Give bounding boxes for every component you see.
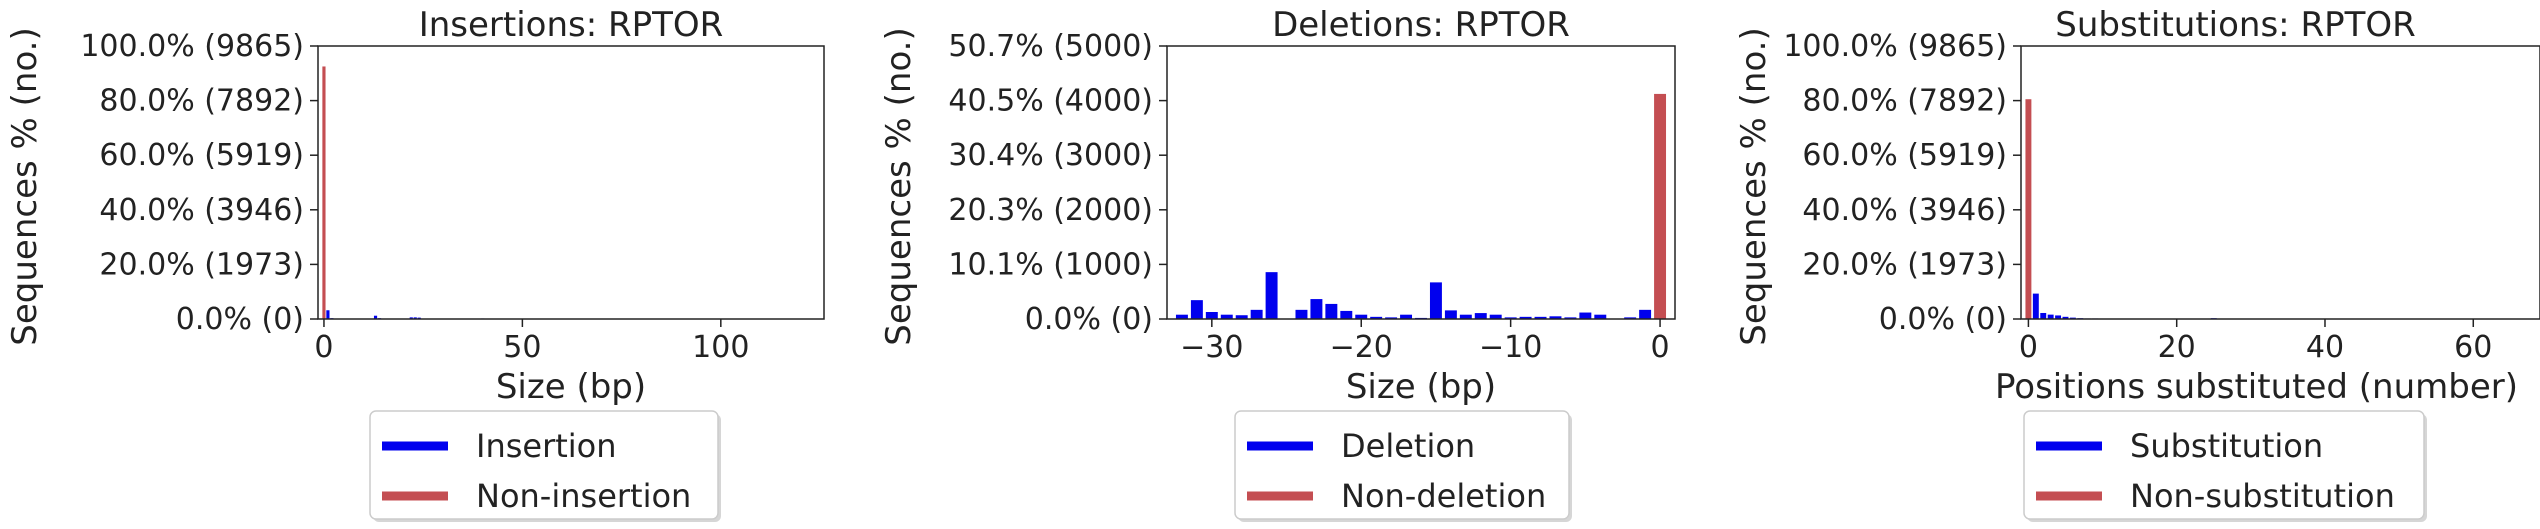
x-tick-label: 0 [314,330,333,365]
legend-entry: Non-insertion [476,477,691,515]
y-tick-label: 20.0% (1973) [1802,247,2007,282]
y-tick-label: 10.1% (1000) [948,247,1153,282]
y-tick-label: 60.0% (5919) [99,138,304,173]
legend: Substitution Non-substitution [2023,410,2427,522]
bar-deletion [1295,309,1308,319]
bar-substitution [2062,316,2069,319]
bar-deletion [1549,316,1562,319]
bar-deletion [1205,312,1218,319]
y-tick-label: 100.0% (9865) [1783,29,2007,64]
bar-deletion [1355,314,1368,319]
x-tick-label: 50 [503,330,541,365]
bar-deletion [1265,272,1278,319]
y-tick-label: 80.0% (7892) [1802,84,2007,119]
plot-frame [317,45,825,320]
bar-deletion [1519,316,1532,319]
bar-deletion [1400,314,1413,319]
x-tick-label: −20 [1330,330,1393,365]
legend-entry: Non-deletion [1341,477,1546,515]
bar-deletion [1429,282,1442,319]
y-tick-label: 50.7% (5000) [948,29,1153,64]
bar-deletion [1534,316,1547,319]
y-tick-label: 0.0% (0) [1025,302,1153,337]
x-tick-label: 100 [692,330,749,365]
y-axis-label: Sequences % (no.) [5,27,45,345]
x-tick-label: 40 [2306,330,2344,365]
bar-deletion [1489,314,1502,319]
bar-deletion [1504,317,1517,319]
x-axis-label: Size (bp) [1346,367,1496,407]
bar-deletion [1579,312,1592,319]
bar-non-deletion [1654,93,1667,319]
bar-deletion [1639,309,1652,319]
plot-frame [2020,45,2540,320]
chart-title: Substitutions: RPTOR [2055,5,2415,45]
bar-deletion [1370,316,1383,319]
bar-deletion [1220,314,1233,319]
legend-entry: Non-substitution [2130,477,2395,515]
bar-deletion [1235,315,1248,319]
y-tick-label: 20.3% (2000) [948,193,1153,228]
bar-substitution [2047,314,2054,319]
x-tick-label: 0 [1651,330,1670,365]
x-tick-label: 60 [2454,330,2492,365]
plot-frame [1166,45,1676,320]
chart-title: Deletions: RPTOR [1272,5,1570,45]
bar-non-insertion [322,66,326,319]
y-axis-label: Sequences % (no.) [1734,27,1774,345]
legend-box [2023,410,2425,520]
bar-insertion [413,317,417,319]
legend: Deletion Non-deletion [1234,410,1572,522]
bar-deletion [1459,314,1472,319]
y-tick-label: 0.0% (0) [1879,302,2007,337]
x-tick-label: −30 [1180,330,1243,365]
x-tick-label: 0 [2019,330,2038,365]
bar-substitution [2032,293,2039,319]
y-tick-label: 40.0% (3946) [1802,193,2007,228]
bar-deletion [1325,303,1338,319]
bar-deletion [1190,300,1203,319]
legend-entry: Substitution [2130,427,2323,465]
y-tick-label: 20.0% (1973) [99,247,304,282]
bar-insertion [326,310,330,319]
legend: Insertion Non-insertion [369,410,721,522]
x-tick-label: −10 [1479,330,1542,365]
legend-entry: Insertion [476,427,617,465]
legend-entry: Deletion [1341,427,1475,465]
x-axis-label: Positions substituted (number) [1995,367,2518,407]
bar-deletion [1385,317,1398,319]
chart-title: Insertions: RPTOR [419,5,724,45]
bar-deletion [1444,310,1457,319]
x-axis-label: Size (bp) [496,367,646,407]
bar-deletion [1624,317,1637,319]
y-tick-label: 0.0% (0) [176,302,304,337]
bar-deletion [1594,314,1607,319]
bar-deletion [1175,314,1188,319]
bar-non-substitution [2025,99,2032,319]
y-tick-label: 100.0% (9865) [80,29,304,64]
x-tick-label: 20 [2158,330,2196,365]
bar-substitution [2040,312,2047,319]
chart-1: 0.0% (0) 10.1% (1000) 20.3% (2000) 30.4% (3… [879,5,1676,522]
bar-deletion [1340,310,1353,319]
y-tick-label: 80.0% (7892) [99,84,304,119]
bar-deletion [1474,313,1487,319]
bar-deletion [1250,309,1263,319]
y-tick-label: 40.5% (4000) [948,84,1153,119]
y-tick-label: 40.0% (3946) [99,193,304,228]
bar-insertion [409,317,413,319]
bar-insertion [373,315,378,319]
bar-deletion [1564,317,1577,319]
chart-0: 0.0% (0) 20.0% (1973) 40.0% (3946) 60.0% (5… [5,5,825,522]
chart-2: 0.0% (0) 20.0% (1973) 40.0% (3946) 60.0% (5… [1734,5,2540,522]
bar-deletion [1310,299,1323,319]
y-tick-label: 60.0% (5919) [1802,138,2007,173]
legend-box [1234,410,1570,520]
y-axis-label: Sequences % (no.) [879,27,919,345]
bar-substitution [2055,315,2062,319]
y-tick-label: 30.4% (3000) [948,138,1153,173]
legend-box [369,410,719,520]
